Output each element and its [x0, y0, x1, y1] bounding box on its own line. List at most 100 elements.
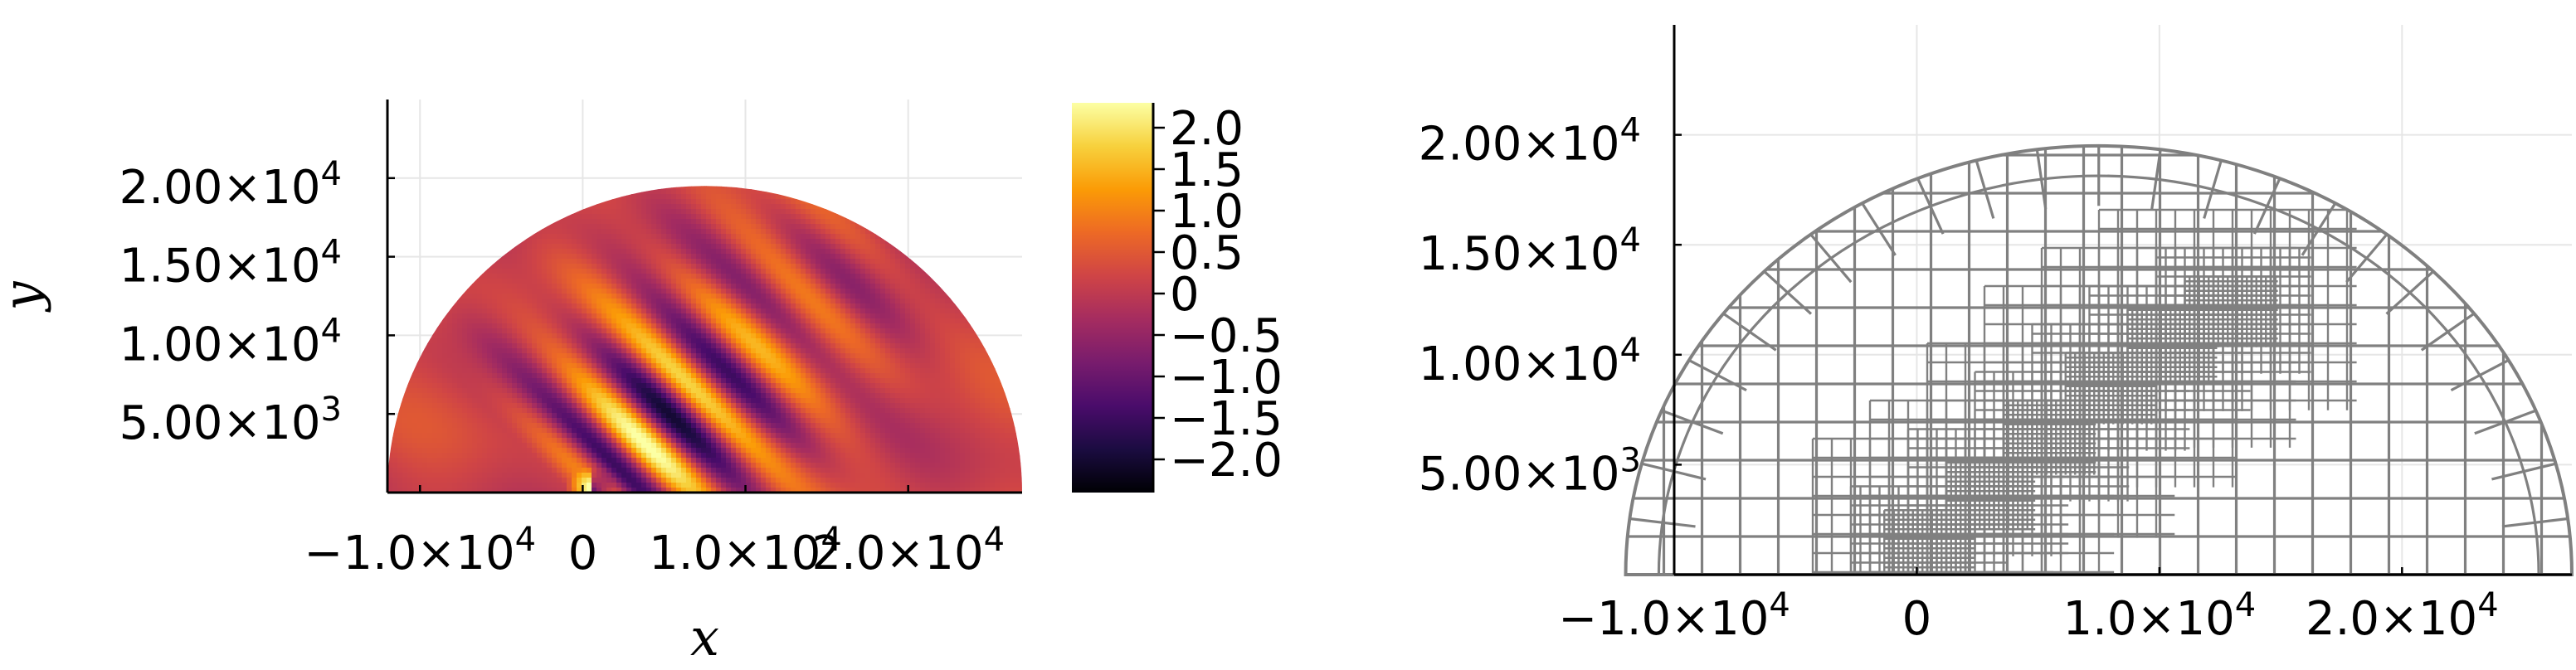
field-cell — [422, 154, 428, 160]
field-cell — [806, 169, 811, 175]
field-cell — [955, 109, 961, 115]
field-cell — [666, 149, 672, 155]
field-cell — [587, 109, 592, 115]
field-cell — [741, 209, 747, 215]
field-cell — [1000, 269, 1006, 274]
field-cell — [721, 154, 727, 160]
field-cell — [950, 224, 956, 230]
field-cell — [651, 109, 657, 115]
field-cell — [512, 134, 518, 140]
field-cell — [880, 279, 886, 284]
field-cell — [671, 279, 677, 284]
field-cell — [651, 284, 657, 289]
field-cell — [721, 219, 727, 225]
field-cell — [621, 169, 627, 175]
field-cell — [721, 259, 727, 265]
field-cell — [492, 239, 498, 245]
field-cell — [547, 114, 553, 120]
field-cell — [532, 259, 538, 265]
field-cell — [567, 274, 572, 279]
field-cell — [587, 289, 592, 294]
field-cell — [497, 264, 503, 269]
field-cell — [821, 119, 826, 125]
field-cell — [995, 149, 1001, 155]
field-cell — [686, 279, 692, 284]
field-cell — [552, 244, 558, 250]
field-cell — [945, 189, 951, 195]
field-cell — [587, 186, 592, 190]
field-cell — [437, 164, 443, 170]
field-cell — [975, 186, 981, 190]
field-cell — [696, 254, 702, 260]
field-cell — [1015, 154, 1020, 160]
field-cell — [397, 124, 403, 130]
field-cell — [407, 104, 413, 110]
field-cell — [467, 159, 473, 165]
field-cell — [402, 109, 408, 115]
field-cell — [537, 119, 543, 125]
field-cell — [706, 114, 712, 120]
field-cell — [945, 259, 951, 265]
field-cell — [427, 114, 433, 120]
field-cell — [875, 209, 881, 215]
field-cell — [477, 234, 483, 240]
field-cell — [766, 249, 772, 255]
field-cell — [845, 264, 851, 269]
field-cell — [686, 289, 692, 294]
field-cell — [397, 169, 403, 175]
field-cell — [915, 159, 921, 165]
field-cell — [821, 259, 826, 265]
field-cell — [462, 100, 468, 105]
field-cell — [965, 134, 971, 140]
field-cell — [641, 204, 647, 210]
field-cell — [671, 289, 677, 294]
field-cell — [900, 159, 906, 165]
field-cell — [985, 264, 991, 269]
field-cell — [452, 124, 458, 130]
field-cell — [756, 249, 762, 255]
field-cell — [397, 224, 403, 230]
field-cell — [537, 159, 543, 165]
field-cell — [422, 129, 428, 135]
field-cell — [631, 179, 637, 185]
field-cell — [706, 279, 712, 284]
field-cell — [552, 159, 558, 165]
field-cell — [621, 164, 627, 170]
field-cell — [791, 186, 796, 190]
field-cell — [1010, 129, 1015, 135]
field-cell — [631, 244, 637, 250]
field-cell — [850, 159, 856, 165]
field-cell — [587, 124, 592, 130]
field-cell — [806, 164, 811, 170]
field-cell — [1000, 144, 1006, 150]
field-cell — [412, 199, 418, 205]
field-cell — [606, 179, 612, 185]
field-cell — [811, 139, 816, 145]
field-cell — [597, 199, 602, 205]
field-cell — [855, 259, 861, 265]
field-cell — [835, 199, 841, 205]
field-cell — [467, 114, 473, 120]
field-cell — [507, 204, 513, 210]
field-cell — [880, 274, 886, 279]
field-cell — [542, 139, 548, 145]
field-cell — [422, 179, 428, 185]
field-cell — [636, 139, 642, 145]
field-cell — [811, 114, 816, 120]
field-cell — [756, 119, 762, 125]
field-cell — [771, 264, 777, 269]
field-cell — [487, 249, 493, 255]
field-cell — [422, 264, 428, 269]
field-cell — [447, 104, 453, 110]
field-cell — [611, 254, 617, 260]
field-cell — [995, 234, 1001, 240]
field-cell — [845, 244, 851, 250]
field-cell — [791, 194, 796, 200]
field-cell — [472, 204, 478, 210]
field-cell — [890, 269, 896, 274]
field-cell — [696, 144, 702, 150]
field-cell — [442, 189, 448, 195]
field-cell — [776, 269, 782, 274]
field-cell — [766, 159, 772, 165]
field-cell — [741, 274, 747, 279]
